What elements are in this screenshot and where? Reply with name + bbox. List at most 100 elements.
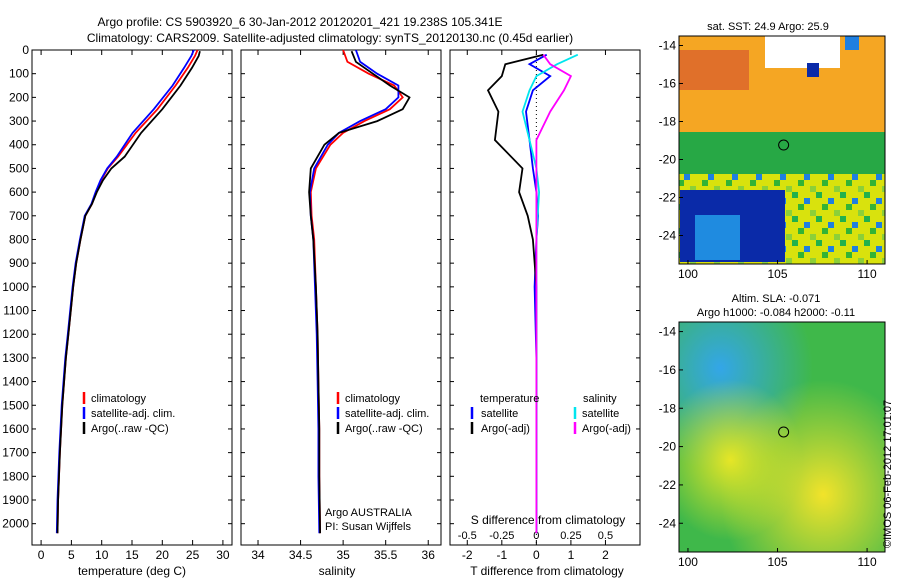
sst-cool-region: [679, 132, 885, 174]
x-tick-label: 2: [602, 548, 609, 562]
x-tick-label: 0: [38, 548, 45, 562]
y-tick-label: 600: [9, 185, 29, 199]
x-tick-label: 36: [422, 548, 436, 562]
y-tick-label: 1600: [2, 422, 29, 436]
map-y-tick-label: -20: [659, 153, 677, 167]
legend-label-climatology: climatology: [91, 393, 147, 405]
series-line-temperature-satellite: [525, 53, 552, 534]
map-x-tick-label: 110: [858, 267, 877, 281]
x-tick-label: 5: [68, 548, 75, 562]
series-line-argo-raw-qc-: [56, 50, 201, 534]
map-y-tick-label: -16: [659, 77, 677, 91]
map-y-tick-label: -22: [659, 478, 677, 492]
difference-s-axis-label: S difference from climatology: [471, 513, 626, 527]
y-tick-label: 1000: [2, 280, 29, 294]
legend-label-s-satellite: satellite: [582, 408, 619, 420]
map-x-tick-label: 100: [678, 267, 698, 281]
map-x-tick-label: 100: [678, 555, 698, 569]
y-tick-label: 100: [9, 67, 29, 81]
legend-label-satellite: satellite-adj. clim.: [91, 408, 175, 420]
map-y-tick-label: -14: [659, 325, 677, 339]
s-tick-label: 0.5: [598, 530, 613, 542]
y-tick-label: 1200: [2, 327, 29, 341]
x-tick-label: 35: [336, 548, 350, 562]
legend-label-t-argo: Argo(-adj): [481, 423, 530, 435]
legend-group-salinity: salinity: [583, 393, 617, 405]
map-x-tick-label: 105: [768, 267, 788, 281]
series-line-satellite-adj-clim-: [55, 49, 195, 534]
legend-label-climatology: climatology: [345, 393, 401, 405]
temperature-legend: climatology satellite-adj. clim. Argo(..…: [82, 392, 175, 435]
map-y-tick-label: -18: [659, 401, 677, 415]
series-line-salinity-argo-adj-: [535, 54, 573, 534]
sst-hot-region: [679, 50, 749, 90]
sst-map-frame: [678, 35, 886, 265]
salinity-xlabel: salinity: [319, 564, 356, 578]
sst-blue-region: [695, 215, 740, 260]
sla-map-title-line2: Argo h1000: -0.084 h2000: -0.11: [697, 307, 855, 319]
annotation-argo-australia: Argo AUSTRALIA: [325, 507, 412, 519]
map-y-tick-label: -24: [659, 516, 677, 530]
map-y-tick-label: -22: [659, 191, 677, 205]
y-tick-label: 300: [9, 114, 29, 128]
sst-gap-region: [765, 36, 840, 68]
series-line-argo-raw-qc-: [308, 50, 411, 534]
y-tick-label: 1900: [2, 493, 29, 507]
salinity-legend: climatology satellite-adj. clim. Argo(..…: [336, 392, 429, 435]
y-tick-label: 0: [22, 43, 29, 57]
legend-label-satellite: satellite-adj. clim.: [345, 408, 429, 420]
y-tick-label: 1700: [2, 446, 29, 460]
series-line-satellite-adj-clim-: [308, 49, 400, 534]
difference-legend: temperature salinity satellite Argo(-adj…: [470, 393, 631, 435]
y-tick-label: 200: [9, 90, 29, 104]
temperature-plot-frame: [31, 49, 233, 546]
x-tick-label: -1: [496, 548, 507, 562]
map-y-tick-label: -24: [659, 229, 677, 243]
x-tick-label: 0: [533, 548, 540, 562]
y-tick-label: 1300: [2, 351, 29, 365]
y-tick-label: 1800: [2, 469, 29, 483]
salinity-panel: salinity 34 34.5 35 35.5 36 climatology sate…: [240, 49, 442, 578]
x-tick-label: 34.5: [289, 548, 313, 562]
x-tick-label: 34: [251, 548, 265, 562]
sla-map-title-line1: Altim. SLA: -0.071: [732, 293, 821, 305]
sst-map-panel: sat. SST: 24.9 Argo: 25.9 100 105 110 -14 -1…: [659, 21, 886, 281]
imos-footer: ©IMOS 06-Feb-2012 17:01:07: [882, 400, 894, 548]
salinity-plot-frame: [240, 49, 442, 546]
legend-group-temperature: temperature: [480, 393, 539, 405]
y-tick-label: 500: [9, 161, 29, 175]
sla-map-panel: Altim. SLA: -0.071 Argo h1000: -0.084 h2…: [659, 293, 886, 569]
x-tick-label: 35.5: [374, 548, 398, 562]
x-tick-label: 30: [216, 548, 230, 562]
y-tick-label: 1500: [2, 398, 29, 412]
difference-panel: T difference from climatology S differen…: [449, 49, 641, 578]
temperature-panel: temperature (deg C) 0 5 10 15 20 25 3001002003…: [2, 43, 233, 578]
argo-position-marker: [778, 426, 790, 438]
annotation-pi-name: PI: Susan Wijffels: [325, 521, 411, 533]
y-tick-label: 1100: [3, 304, 29, 318]
legend-label-s-argo: Argo(-adj): [582, 423, 631, 435]
s-tick-label: 0.25: [560, 530, 581, 542]
sst-map-title: sat. SST: 24.9 Argo: 25.9: [707, 21, 829, 33]
series-line-climatology: [56, 49, 199, 534]
map-y-tick-label: -18: [659, 115, 677, 129]
y-tick-label: 400: [9, 138, 29, 152]
sla-map-frame: [678, 321, 886, 553]
legend-label-argo: Argo(..raw -QC): [91, 423, 169, 435]
sst-dark-patch: [807, 63, 819, 77]
series-line-salinity-satellite: [521, 53, 579, 534]
x-tick-label: 20: [156, 548, 170, 562]
map-y-tick-label: -20: [659, 440, 677, 454]
temperature-xlabel: temperature (deg C): [78, 564, 186, 578]
difference-xlabel: T difference from climatology: [470, 564, 624, 578]
legend-label-t-satellite: satellite: [481, 408, 518, 420]
figure-title-line1: Argo profile: CS 5903920_6 30-Jan-2012 2…: [98, 15, 503, 29]
figure-title-line2: Climatology: CARS2009. Satellite-adjuste…: [87, 31, 573, 45]
y-tick-label: 800: [9, 232, 29, 246]
y-tick-label: 2000: [2, 517, 29, 531]
difference-plot-frame: [449, 49, 641, 546]
y-tick-label: 900: [9, 256, 29, 270]
map-x-tick-label: 110: [858, 555, 877, 569]
s-tick-label: -0.25: [489, 530, 514, 542]
